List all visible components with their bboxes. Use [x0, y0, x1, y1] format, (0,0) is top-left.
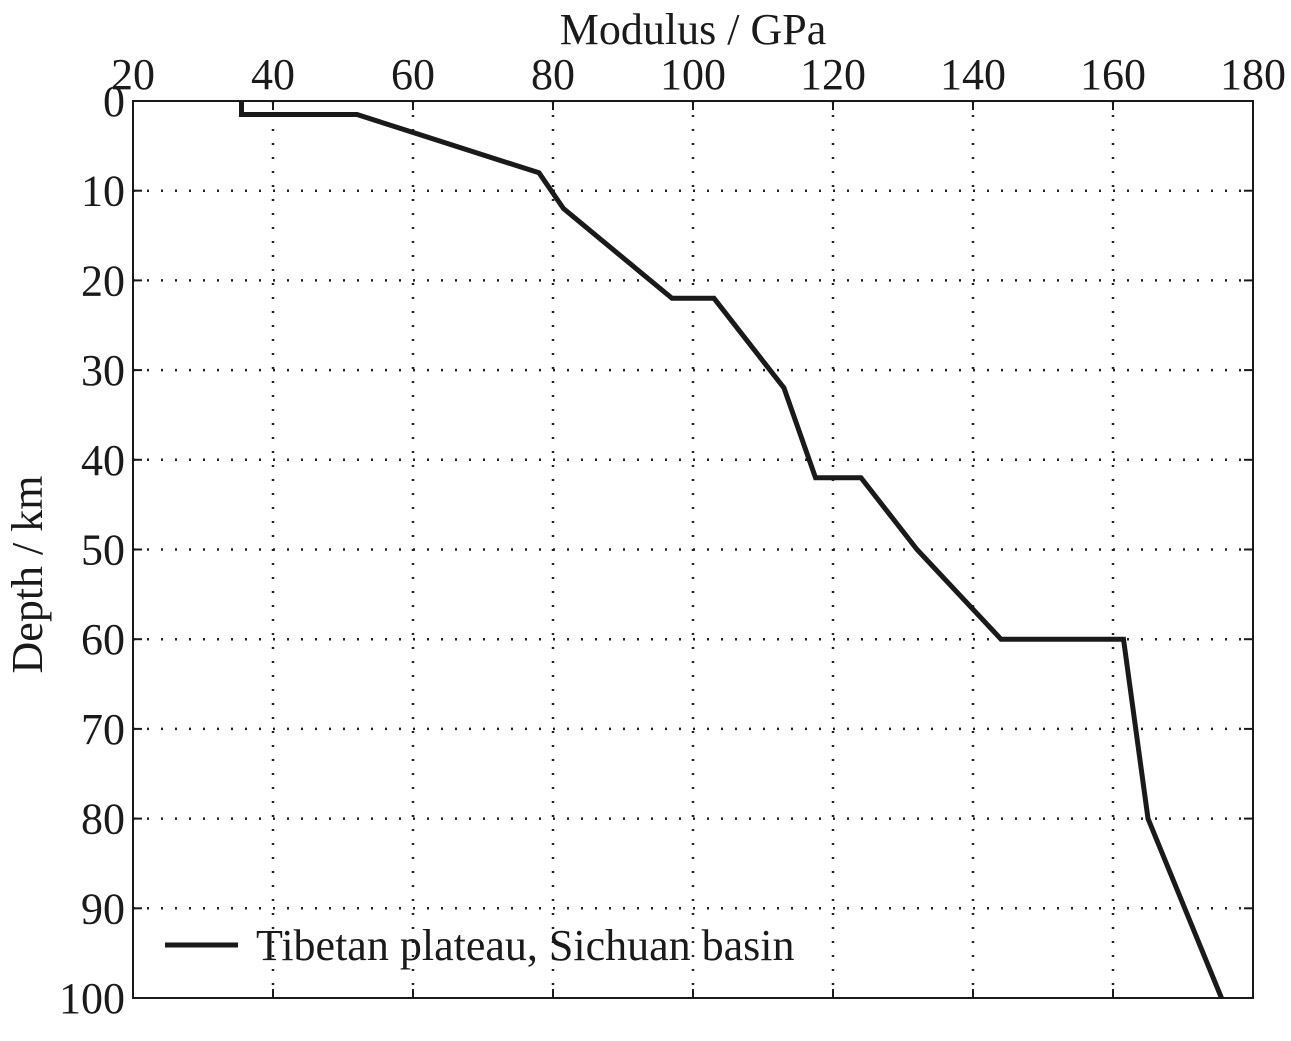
- y-tick-label: 60: [81, 615, 125, 664]
- y-tick-label: 90: [81, 884, 125, 933]
- x-tick-label: 20: [111, 50, 155, 99]
- x-tick-label: 160: [1080, 50, 1146, 99]
- x-tick-label: 120: [800, 50, 866, 99]
- y-tick-label: 30: [81, 346, 125, 395]
- y-axis-title: Depth / km: [3, 476, 52, 674]
- x-tick-label: 140: [940, 50, 1006, 99]
- y-tick-label: 50: [81, 526, 125, 575]
- y-tick-label: 70: [81, 705, 125, 754]
- x-axis-title: Modulus / GPa: [560, 5, 826, 54]
- legend-label: Tibetan plateau, Sichuan basin: [256, 921, 795, 970]
- y-tick-label: 10: [81, 167, 125, 216]
- y-tick-label: 100: [59, 974, 125, 1023]
- x-tick-label: 180: [1220, 50, 1286, 99]
- x-tick-label: 100: [660, 50, 726, 99]
- y-tick-label: 80: [81, 795, 125, 844]
- grid-layer: [133, 101, 1253, 998]
- y-tick-label: 40: [81, 436, 125, 485]
- x-tick-label: 60: [391, 50, 435, 99]
- y-tick-label: 0: [103, 77, 125, 126]
- x-tick-label: 40: [251, 50, 295, 99]
- tick-layer: [132, 100, 1254, 999]
- legend: Tibetan plateau, Sichuan basin: [165, 921, 795, 970]
- x-tick-label: 80: [531, 50, 575, 99]
- y-tick-label: 20: [81, 256, 125, 305]
- tick-label-layer: 20 40 60 80 100 120 140 160 180 0 10 20 30 40 50 60 70 80…: [59, 50, 1286, 1023]
- series-line: [239, 101, 1224, 999]
- series-layer: [239, 101, 1224, 999]
